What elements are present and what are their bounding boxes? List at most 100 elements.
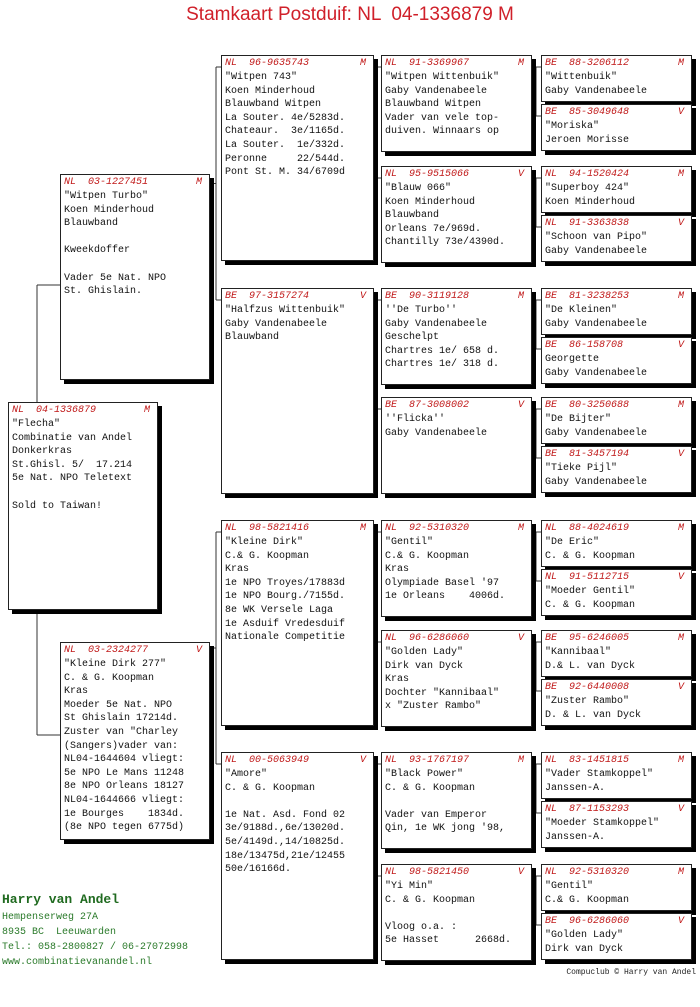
country: NL (12, 405, 25, 416)
card-paragraph: Vloog o.a. : 5e Hasset 2668d. (385, 921, 528, 948)
card-line: Peronne 22/544d. (225, 153, 346, 165)
card-line: La Souter. 1e/332d. (225, 139, 346, 151)
ring-number: 97-3157274 (249, 291, 310, 302)
card-line: Blauwband Witpen (225, 99, 322, 111)
country: NL (545, 218, 558, 229)
card-header: BE 81-3457194 V (545, 448, 688, 462)
pedigree-card: NL 91-5112715 V "Moeder Gentil" C. & G. Koop… (541, 569, 692, 616)
sex: V (677, 218, 684, 229)
country: NL (225, 58, 238, 69)
pedigree-card: NL 92-5310320 M "Gentil" C.& G. Koopman Kras O… (381, 520, 532, 617)
card-line: "De Kleinen" (545, 305, 618, 316)
card-line: "Kleine Dirk 277" (64, 659, 167, 670)
ring-number: 96-6286060 (569, 916, 630, 927)
card-line: Vader 5e Nat. NPO (64, 272, 167, 284)
country: BE (545, 340, 558, 351)
card-paragraph: ''De Turbo'' Gaby Vandenabeele Geschelpt Ch… (385, 304, 528, 372)
sex: V (677, 107, 684, 118)
card-line: Combinatie van Andel (12, 432, 133, 444)
card-line: "Superboy 424" (545, 183, 630, 194)
sex: M (677, 58, 684, 69)
ring-number: 91-3363838 (569, 218, 630, 229)
pedigree-card: BE 92-6440008 V "Zuster Rambo" D. & L. van D… (541, 679, 692, 726)
card-line: C. & G. Koopman (64, 672, 155, 684)
card-paragraph: Vader van Emperor Qin, 1e WK jong '98, (385, 809, 528, 836)
pedigree-card: NL 88-4024619 M "De Eric" C. & G. Koopman (541, 520, 692, 567)
card-paragraph: "Golden Lady" Dirk van Dyck (545, 929, 688, 956)
card-line: D. & L. van Dyck (545, 709, 642, 721)
ring-number: 96-6286060 (409, 633, 470, 644)
card-line: Gaby Vandenabeele (545, 427, 648, 439)
card-paragraph: "Yi Min" C. & G. Koopman (385, 880, 528, 907)
card-paragraph: "Blauw 066" Koen Minderhoud Blauwband Orlea… (385, 182, 528, 250)
country: BE (545, 916, 558, 927)
country: BE (545, 400, 558, 411)
card-header: NL 87-1153293 V (545, 803, 688, 817)
pedigree-card: BE 81-3457194 V "Tieke Pijl" Gaby Vandenabee… (541, 446, 692, 493)
card-paragraph: ''Flicka'' Gaby Vandenabeele (385, 413, 528, 440)
ring-number: 91-3369967 (409, 58, 470, 69)
card-line: Donkerkras (12, 446, 73, 458)
card-header: NL 96-6286060 V (385, 632, 528, 646)
sex: V (677, 340, 684, 351)
card-paragraph: Kweekdoffer (64, 244, 206, 258)
card-header: BE 95-6246005 M (545, 632, 688, 646)
breeder-name: Harry van Andel (2, 892, 120, 907)
card-line: 8e NPO Orleans 18127 (64, 781, 185, 793)
card-line: 1e Nat. Asd. Fond 02 (225, 809, 346, 821)
card-line: Orleans 7e/969d. (385, 223, 482, 235)
country: NL (545, 867, 558, 878)
card-line: Blauwband (64, 218, 119, 230)
card-line: Dirk van Dyck (545, 943, 624, 955)
card-line: "Yi Min" (385, 881, 434, 892)
card-line: Koen Minderhoud (545, 196, 636, 208)
card-header: NL 83-1451815 M (545, 754, 688, 768)
card-line: "Kleine Dirk" (225, 537, 304, 548)
card-paragraph: 1e Nat. Asd. Fond 02 3e/9188d.,6e/13020d.… (225, 809, 370, 877)
pedigree-card: BE 81-3238253 M "De Kleinen" Gaby Vandenabee… (541, 288, 692, 335)
ring-number: 83-1451815 (569, 755, 630, 766)
card-line: Pont St. M. 34/6709d (225, 167, 346, 179)
card-line: Janssen-A. (545, 782, 606, 794)
ring-number: 04-1336879 (36, 405, 97, 416)
card-line: 8e WK Versele Laga (225, 604, 334, 616)
sex: M (517, 523, 524, 534)
card-line: C. & G. Koopman (545, 550, 636, 562)
card-line: C.& G. Koopman (385, 550, 470, 562)
pedigree-card: BE 96-6286060 V "Golden Lady" Dirk van Dyck (541, 913, 692, 960)
card-line: La Souter. 4e/5283d. (225, 112, 346, 124)
card-header: BE 92-6440008 V (545, 681, 688, 695)
card-paragraph: "Wittenbuik" Gaby Vandenabeele (545, 71, 688, 98)
card-line: Kras (385, 674, 410, 686)
pedigree-card: NL 03-1227451 M "Witpen Turbo" Koen Minderho… (60, 174, 210, 380)
card-header: NL 03-2324277 V (64, 644, 206, 658)
ring-number: 95-9515066 (409, 169, 470, 180)
card-line: Chateaur. 3e/1165d. (225, 126, 346, 138)
pedigree-card: BE 86-158708 V Georgette Gaby Vandenabeele (541, 337, 692, 384)
card-line: duiven. Winnaars op (385, 126, 500, 138)
ring-number: 80-3250688 (569, 400, 630, 411)
ring-number: 88-3206112 (569, 58, 630, 69)
card-line: Kras (225, 564, 250, 576)
sex: V (517, 633, 524, 644)
country: NL (385, 169, 398, 180)
title: Stamkaart Postduif: NL 04-1336879 M (186, 4, 514, 25)
card-line: 5e NPO Le Mans 11248 (64, 767, 185, 779)
card-line: St. Ghislain. (64, 286, 143, 298)
card-line: Janssen-A. (545, 831, 606, 843)
sex: M (677, 523, 684, 534)
sex: M (517, 58, 524, 69)
card-line: Gaby Vandenabeele (545, 245, 648, 257)
footer: Harry van Andel Hempenserweg 27A 8935 BC … (2, 890, 188, 970)
sex: M (195, 177, 202, 188)
copyright: Compuclub © Harry van Andel (566, 968, 696, 977)
card-paragraph: "Black Power" C. & G. Koopman (385, 768, 528, 795)
ring-number: 03-1227451 (88, 177, 149, 188)
sex: M (677, 755, 684, 766)
card-line: Chartres 1e/ 658 d. (385, 345, 500, 357)
card-paragraph: "De Bijter" Gaby Vandenabeele (545, 413, 688, 440)
card-line: ''De Turbo'' (385, 305, 458, 316)
card-line: Zuster van "Charley (64, 726, 179, 738)
card-header: NL 98-5821416 M (225, 522, 370, 536)
card-line: Olympiade Basel '97 (385, 577, 500, 589)
